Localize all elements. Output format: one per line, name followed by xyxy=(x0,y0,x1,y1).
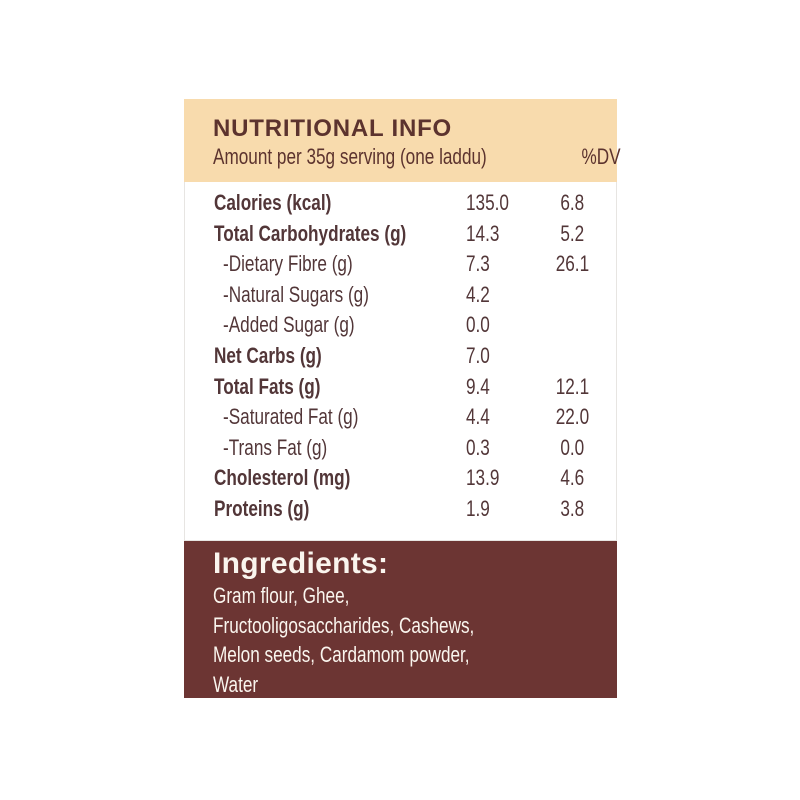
ingredients-list-line: Gram flour, Ghee, xyxy=(213,581,597,611)
ingredients-text: Gram flour, Ghee, xyxy=(213,583,350,608)
nutrient-amount: 135.0 xyxy=(466,190,509,215)
nutrition-row: Proteins (g) 1.9 3.8 xyxy=(185,494,616,525)
nutrient-dv: 5.2 xyxy=(560,220,584,246)
nutrient-amount: 9.4 xyxy=(466,373,490,399)
nutrient-label: -Natural Sugars (g) xyxy=(223,281,369,307)
serving-info: Amount per 35g serving (one laddu) xyxy=(213,144,487,169)
nutrition-row: Calories (kcal) 135.0 6.8 xyxy=(185,188,616,219)
nutrient-dv: 0.0 xyxy=(560,434,584,460)
ingredients-text: Melon seeds, Cardamom powder, xyxy=(213,642,470,667)
nutrient-dv: 26.1 xyxy=(555,251,589,277)
nutrient-amount: 4.4 xyxy=(466,404,490,430)
nutrition-row: -Saturated Fat (g) 4.4 22.0 xyxy=(185,402,616,433)
nutrient-dv: 6.8 xyxy=(560,190,584,215)
nutrient-label: -Dietary Fibre (g) xyxy=(223,251,353,277)
nutrient-amount: 4.2 xyxy=(466,281,490,307)
nutrient-label: Proteins (g) xyxy=(214,495,310,521)
ingredients-list-line: Fructooligosaccharides, Cashews, xyxy=(213,611,597,641)
nutrition-row: -Trans Fat (g) 0.3 0.0 xyxy=(185,433,616,464)
nutrition-row: Cholesterol (mg) 13.9 4.6 xyxy=(185,463,616,494)
nutrient-dv: 3.8 xyxy=(560,495,584,521)
nutrient-label: Total Carbohydrates (g) xyxy=(214,220,407,246)
ingredients-text: Fructooligosaccharides, Cashews, xyxy=(213,612,475,638)
nutrition-header: NUTRITIONAL INFO Amount per 35g serving … xyxy=(184,99,621,182)
dv-column-header: %DV xyxy=(581,144,621,169)
ingredients-list-line: Water xyxy=(213,670,597,700)
nutrient-amount: 1.9 xyxy=(466,495,490,521)
serving-info-row: Amount per 35g serving (one laddu) %DV xyxy=(213,144,621,170)
nutrition-row: Net Carbs (g) 7.0 xyxy=(185,341,616,372)
nutrient-amount: 0.0 xyxy=(466,312,490,338)
nutrition-row: -Natural Sugars (g) 4.2 xyxy=(185,280,616,311)
ingredients-text: Water xyxy=(213,671,259,697)
nutrient-label: Calories (kcal) xyxy=(214,190,332,215)
nutrient-amount: 7.0 xyxy=(466,342,490,368)
nutrient-dv: 4.6 xyxy=(560,465,584,491)
page-title: NUTRITIONAL INFO xyxy=(213,115,453,142)
nutrient-dv: 12.1 xyxy=(555,373,589,399)
nutrition-table: Calories (kcal) 135.0 6.8 Total Carbohyd… xyxy=(184,182,617,541)
nutrition-row: Total Carbohydrates (g) 14.3 5.2 xyxy=(185,219,616,250)
nutrient-label: -Added Sugar (g) xyxy=(223,312,355,338)
ingredients-section: Ingredients: Gram flour, Ghee, Fructooli… xyxy=(184,541,617,698)
nutrient-label: Total Fats (g) xyxy=(214,373,321,399)
nutrition-row: -Added Sugar (g) 0.0 xyxy=(185,310,616,341)
nutrient-label: Cholesterol (mg) xyxy=(214,465,351,491)
nutrient-label: Net Carbs (g) xyxy=(214,342,322,368)
nutrition-row: -Dietary Fibre (g) 7.3 26.1 xyxy=(185,249,616,280)
nutrient-amount: 13.9 xyxy=(466,465,500,491)
nutrient-amount: 0.3 xyxy=(466,434,490,460)
ingredients-heading: Ingredients: xyxy=(213,547,389,580)
nutrient-label: -Saturated Fat (g) xyxy=(223,404,359,430)
ingredients-list-line: Melon seeds, Cardamom powder, xyxy=(213,640,597,670)
nutrition-label-card: NUTRITIONAL INFO Amount per 35g serving … xyxy=(184,99,621,698)
nutrition-row: Total Fats (g) 9.4 12.1 xyxy=(185,372,616,403)
nutrient-amount: 14.3 xyxy=(466,220,500,246)
nutrient-dv: 22.0 xyxy=(555,404,589,430)
nutrient-label: -Trans Fat (g) xyxy=(223,434,328,460)
nutrient-amount: 7.3 xyxy=(466,251,490,277)
